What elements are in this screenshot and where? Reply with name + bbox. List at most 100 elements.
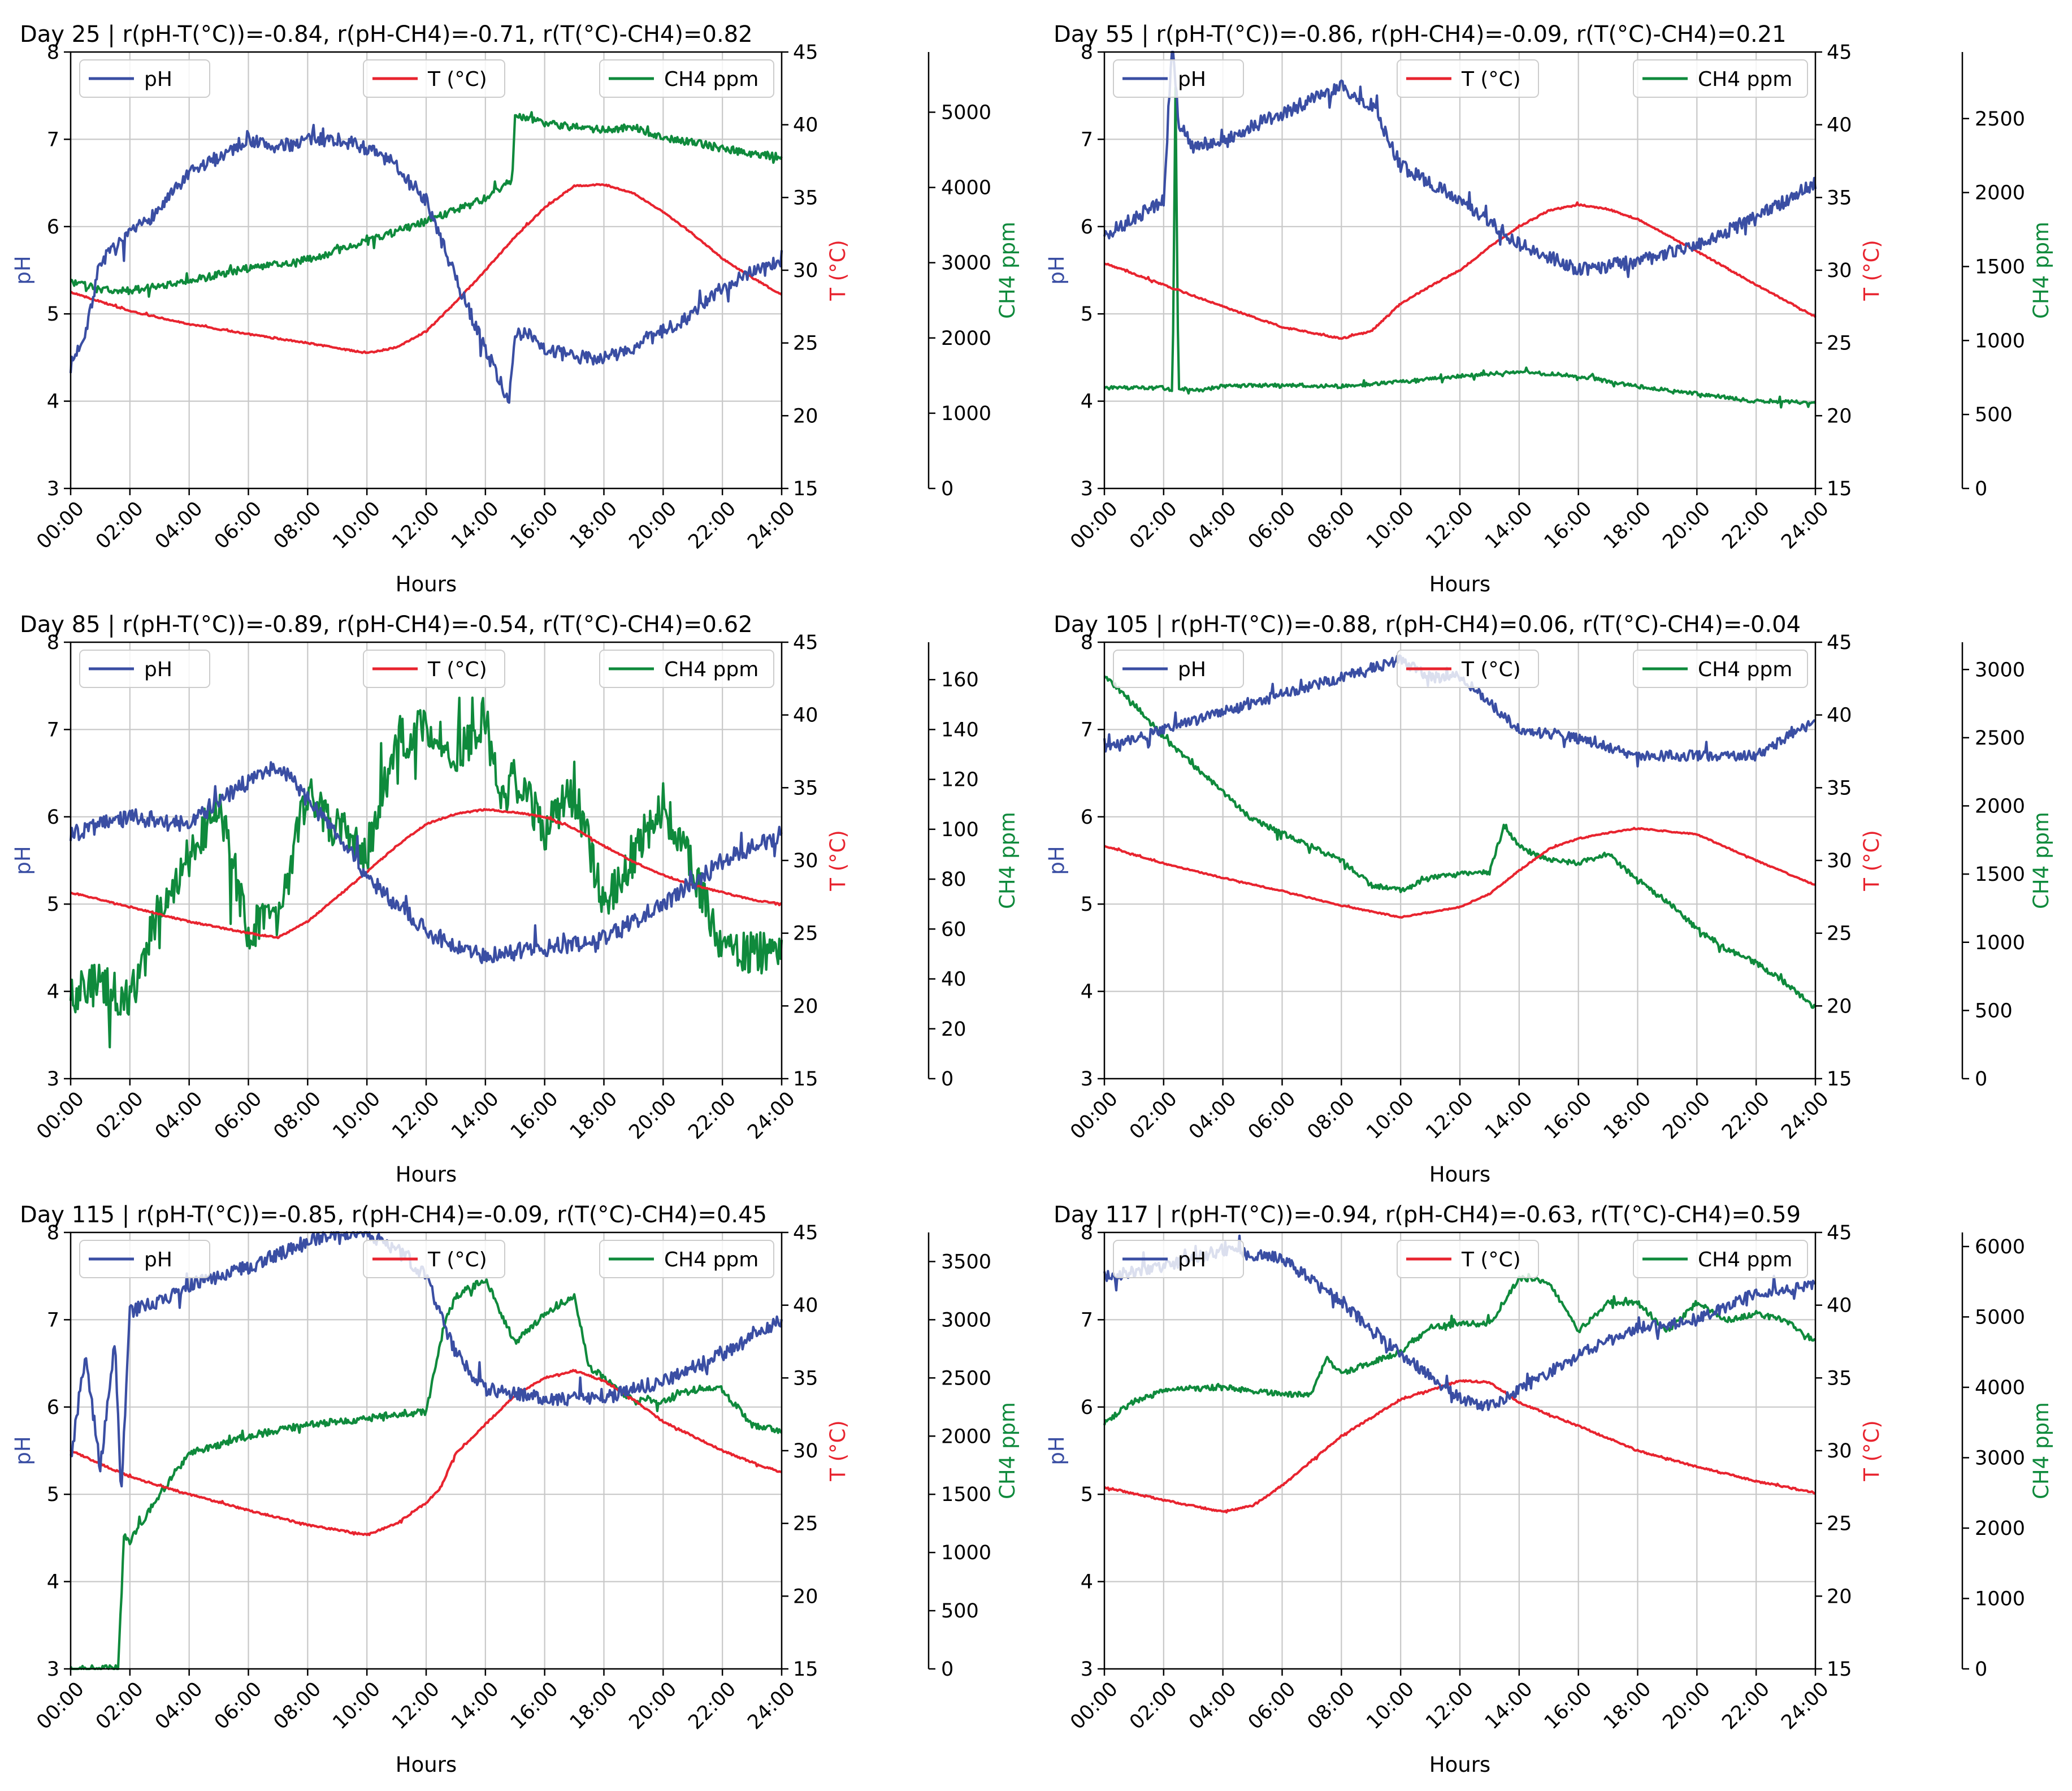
x-tick-label: 16:00 — [1540, 498, 1597, 554]
legend-box — [363, 1240, 505, 1278]
temp-series-line — [70, 1369, 782, 1537]
legend-ch4: CH4 ppm — [599, 59, 774, 98]
x-tick-label: 24:00 — [1777, 498, 1833, 554]
ph-tick-label: 8 — [47, 631, 59, 654]
ch4-series-line — [69, 696, 783, 1049]
temp-tick-label: 30 — [793, 1440, 818, 1463]
x-tick-label: 18:00 — [1599, 1678, 1656, 1734]
legend-label: pH — [144, 658, 172, 681]
temp-tick-label: 35 — [793, 187, 818, 209]
ph-tick-label: 4 — [47, 391, 59, 413]
x-tick-label: 00:00 — [32, 498, 89, 554]
ch4-axis-label: CH4 ppm — [995, 1402, 1020, 1499]
x-tick-label: 04:00 — [1185, 1678, 1241, 1734]
x-tick-label: 14:00 — [447, 498, 504, 554]
legend-label: pH — [144, 68, 172, 91]
x-tick-label: 14:00 — [447, 1678, 504, 1734]
grid — [70, 641, 783, 1080]
temp-tick-label: 20 — [1827, 995, 1852, 1018]
ph-tick-label: 4 — [1081, 981, 1093, 1003]
legend-label: CH4 ppm — [1698, 68, 1792, 91]
x-tick-label: 18:00 — [566, 1678, 622, 1734]
temp-tick-label: 30 — [793, 259, 818, 282]
x-tick-label: 24:00 — [743, 1088, 800, 1144]
x-tick-label: 06:00 — [210, 1088, 267, 1144]
legend-ph: pH — [79, 59, 210, 98]
ph-tick-label: 7 — [1081, 1309, 1093, 1331]
ph-tick-label: 3 — [47, 1658, 59, 1681]
legend-label: T (°C) — [1461, 68, 1521, 91]
legend-label: pH — [1178, 68, 1206, 91]
x-tick-label: 16:00 — [506, 1088, 563, 1144]
legend-ph: pH — [1113, 59, 1244, 98]
x-tick-label: 18:00 — [566, 498, 622, 554]
x-tick-label: 22:00 — [684, 1678, 740, 1734]
x-tick-label: 08:00 — [270, 1088, 326, 1144]
ch4-tick-label: 2500 — [941, 1367, 991, 1390]
legend-box — [1397, 59, 1539, 98]
legend-box — [1113, 59, 1244, 98]
ph-tick-label: 5 — [1081, 303, 1093, 326]
legend-ph: pH — [1113, 650, 1244, 688]
x-tick-label: 06:00 — [210, 1678, 267, 1734]
ch4-tick-label: 0 — [1975, 1068, 1987, 1091]
x-tick-label: 22:00 — [1718, 498, 1774, 554]
ch4-tick-label: 120 — [941, 769, 979, 791]
legend-temp: T (°C) — [1397, 1240, 1539, 1278]
x-tick-label: 02:00 — [1125, 1678, 1182, 1734]
ch4-tick-label: 60 — [941, 918, 966, 941]
x-tick-label: 20:00 — [1659, 1088, 1715, 1144]
x-tick-label: 24:00 — [1777, 1088, 1833, 1144]
ch4-axis-label: CH4 ppm — [2029, 1402, 2053, 1499]
temp-tick-label: 20 — [793, 405, 818, 427]
subplot-2: Day 55 | r(pH-T(°C))=-0.86, r(pH-CH4)=-0… — [1044, 21, 2053, 596]
x-tick-label: 00:00 — [1066, 498, 1122, 554]
ch4-tick-label: 1000 — [1975, 330, 2025, 352]
temp-tick-label: 15 — [1827, 1068, 1852, 1091]
x-tick-label: 14:00 — [1481, 1678, 1537, 1734]
legend-box — [363, 59, 505, 98]
legend-label: CH4 ppm — [664, 68, 758, 91]
legend-ch4: CH4 ppm — [1633, 1240, 1808, 1278]
ch4-tick-label: 0 — [941, 1068, 953, 1091]
x-tick-label: 16:00 — [1540, 1088, 1597, 1144]
ph-tick-label: 5 — [47, 893, 59, 916]
grid — [70, 1231, 783, 1670]
x-tick-label: 18:00 — [1599, 498, 1656, 554]
ph-tick-label: 6 — [1081, 806, 1093, 829]
ph-tick-label: 8 — [1081, 41, 1093, 64]
legend-label: pH — [144, 1248, 172, 1271]
ch4-tick-label: 6000 — [1975, 1236, 2025, 1258]
ph-tick-label: 6 — [1081, 1396, 1093, 1419]
ch4-tick-label: 3000 — [941, 252, 991, 275]
x-tick-label: 12:00 — [388, 1088, 444, 1144]
ch4-tick-label: 0 — [1975, 478, 1987, 500]
legend-box — [599, 59, 774, 98]
x-tick-label: 04:00 — [151, 1088, 207, 1144]
temp-tick-label: 30 — [1827, 1440, 1852, 1463]
x-tick-label: 22:00 — [684, 498, 740, 554]
x-tick-label: 00:00 — [32, 1088, 89, 1144]
x-tick-label: 10:00 — [1362, 1088, 1419, 1144]
x-tick-label: 20:00 — [625, 1678, 682, 1734]
temp-series-line — [1104, 827, 1816, 919]
legend-box — [599, 650, 774, 688]
temp-tick-label: 45 — [1827, 631, 1852, 654]
ch4-tick-label: 500 — [1975, 1000, 2013, 1022]
temp-tick-label: 35 — [793, 777, 818, 799]
legend-box — [79, 650, 210, 688]
legend-label: CH4 ppm — [664, 658, 758, 681]
x-tick-label: 20:00 — [625, 498, 682, 554]
chart-title: Day 117 | r(pH-T(°C))=-0.94, r(pH-CH4)=-… — [1054, 1202, 1801, 1228]
temp-tick-label: 15 — [793, 478, 818, 500]
temp-tick-label: 30 — [793, 850, 818, 872]
legend-label: T (°C) — [427, 658, 487, 681]
temp-tick-label: 25 — [1827, 923, 1852, 945]
legend-box — [1113, 650, 1244, 688]
ch4-tick-label: 2000 — [1975, 182, 2025, 205]
ph-tick-label: 6 — [47, 1396, 59, 1419]
temp-axis-label: T (°C) — [826, 240, 850, 301]
temp-tick-label: 15 — [793, 1658, 818, 1681]
ch4-series-line — [1103, 1273, 1817, 1426]
